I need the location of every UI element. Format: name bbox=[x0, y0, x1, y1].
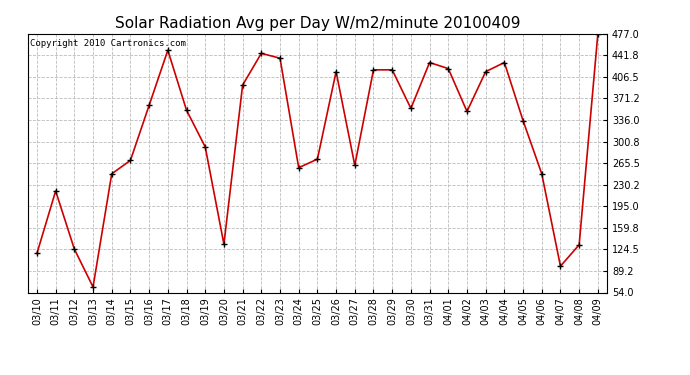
Title: Solar Radiation Avg per Day W/m2/minute 20100409: Solar Radiation Avg per Day W/m2/minute … bbox=[115, 16, 520, 31]
Text: Copyright 2010 Cartronics.com: Copyright 2010 Cartronics.com bbox=[30, 39, 186, 48]
